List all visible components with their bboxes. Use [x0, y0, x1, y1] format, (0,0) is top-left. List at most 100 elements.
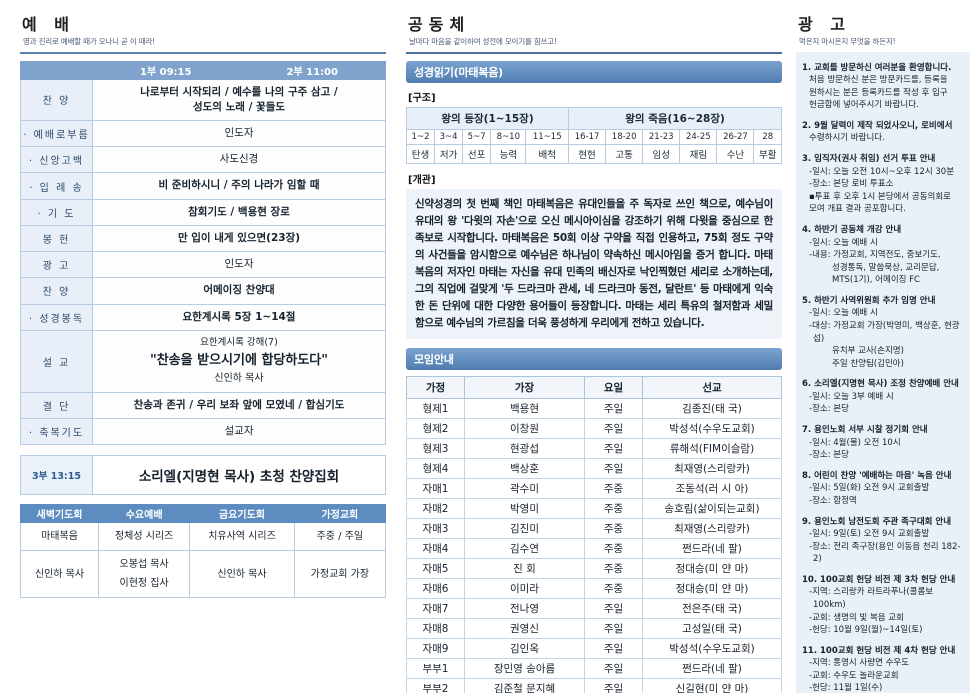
- meeting-cell: 곽수미: [464, 477, 585, 499]
- worship-item-value: 비 준비하시니 / 주의 나라가 임할 때: [92, 172, 386, 200]
- structure-range-cell: 1~2: [405, 128, 436, 145]
- notice-item: 7. 용인노회 서부 시찰 정기회 안내 -일시: 4월(물) 오전 10시 -장소…: [802, 424, 962, 462]
- weekly-header-cell: 수요예배: [97, 504, 191, 524]
- notice-line-indented: 주일 찬양팀(김민아): [832, 358, 904, 369]
- structure-label: [구조]: [408, 92, 436, 104]
- notice-item: 1. 교회를 방문하신 여러분을 환영합니다. 처음 방문하신 분은 방문카드를,…: [802, 62, 962, 112]
- meeting-cell: 주중: [584, 537, 643, 559]
- notice-line: -일시: 오늘 예배 시: [809, 308, 878, 319]
- worship-header-cell: 2부 11:00: [238, 60, 386, 80]
- notice-line-indented: 성경통독, 말씀묵상, 교리문답,: [832, 262, 940, 273]
- meeting-cell: 박영미: [464, 497, 585, 519]
- meeting-header-cell: 가장: [464, 375, 585, 399]
- table-row: 자매8 권영신 주일 고성일(태 국): [406, 617, 782, 639]
- structure-range-cell: 3~4: [434, 128, 464, 145]
- structure-range-cell: 18-20: [605, 128, 644, 145]
- table-row: · 기 도 참회기도 / 백용현 장로: [20, 198, 386, 226]
- meeting-cell: 주일: [584, 437, 643, 459]
- notice-line: -장소: 본당: [809, 450, 849, 461]
- meeting-header-cell: 가정: [406, 375, 465, 399]
- meeting-cell: 부부1: [406, 657, 465, 679]
- weekly-header-row: 새벽기도회 수요예배 금요기도회 가정교회: [20, 504, 387, 524]
- worship-item-label: · 입 례 송: [20, 172, 93, 200]
- meeting-guide-table: 가정 가장 요일 선교 형제1 백용현 주일 김종진(태 국) 형제2 이창원 주일 박성석(수우도…: [406, 375, 782, 693]
- meeting-cell: 자매7: [406, 597, 465, 619]
- worship-item-label: · 기 도: [20, 198, 93, 226]
- notice-line: -교회: 생명의 빛 복음 교회: [809, 612, 904, 623]
- meeting-cell: 주중: [584, 477, 643, 499]
- notice-item: 5. 하반기 사역위원회 추가 임명 안내 -일시: 오늘 예배 시 -대상: 가정…: [802, 295, 962, 370]
- worship-item-value: 어메이징 찬양대: [92, 277, 386, 305]
- notice-line: -일시: 5일(화) 오전 9시 교회출발: [809, 483, 930, 494]
- notice-title: 4. 하반기 공동체 개강 안내: [802, 224, 902, 235]
- worship-order-table: 1부 09:15 2부 11:00 찬 양 나로부터 시작되리 / 예수를 나의 구주…: [20, 60, 386, 446]
- table-row: 자매7 전나영 주일 전은주(태 국): [406, 597, 782, 619]
- weekly-cell: 신인하 목사: [20, 550, 99, 599]
- meeting-cell: 장민영 송아름: [464, 657, 585, 679]
- worship-column: 예 배 영과 진리로 예배할 때가 오나니 곧 이 때라! 1부 09:15 2부…: [0, 0, 398, 693]
- worship-item-label: 설 교: [20, 329, 93, 393]
- notice-line: ▪투표 후 오후 1시 본당에서 공동의회로: [809, 191, 951, 202]
- meeting-cell: 신길현(미 얀 마): [642, 677, 782, 693]
- meeting-cell: 주일: [584, 457, 643, 479]
- meeting-cell: 김인옥: [464, 637, 585, 659]
- notice-title: 7. 용인노회 서부 시찰 정기회 안내: [802, 425, 928, 436]
- notice-line: 헌금함에 넣어주시기 바랍니다.: [809, 100, 919, 111]
- notice-line-indented: 유치부 교사(손지명): [832, 346, 904, 357]
- table-row: · 축복기도 설교자: [20, 418, 386, 446]
- meeting-cell: 백용현: [464, 397, 585, 419]
- worship-item-value: 사도신경: [92, 146, 386, 174]
- notice-line: -교회: 수우도 놀라운교회: [809, 670, 899, 681]
- worship-section-header: 예 배 영과 진리로 예배할 때가 오나니 곧 이 때라!: [20, 16, 386, 47]
- structure-group-cell: 왕의 등장(1~15장): [405, 106, 570, 130]
- structure-name-cell: 고통: [605, 143, 644, 164]
- meeting-cell: 자매5: [406, 557, 465, 579]
- table-row: 자매2 박영미 주중 송호림(삶이되는교회): [406, 497, 782, 519]
- page-title-notices: 광 고: [798, 15, 852, 34]
- worship-item-value: 만 입이 내게 있으면(23장): [92, 224, 386, 253]
- page-title-community: 공동체: [408, 15, 471, 34]
- notice-title: 6. 소리엘(지명현 목사) 조정 찬양예배 안내: [802, 379, 959, 390]
- meeting-cell: 이창원: [464, 417, 585, 439]
- worship-item-value: 인도자: [92, 251, 386, 279]
- notice-line: -내용: 가정교회, 지역전도, 중보기도,: [809, 250, 941, 261]
- structure-range-cell: 5~7: [462, 128, 492, 145]
- table-row: 자매4 김수연 주중 쩐드라(네 팔): [406, 537, 782, 559]
- sermon-series: 요한계시록 강해(7): [200, 336, 278, 348]
- meeting-cell: 주중: [584, 557, 643, 579]
- structure-range-cell: 24-25: [679, 128, 718, 145]
- table-row: 부부1 장민영 송아름 주일 쩐드라(네 팔): [406, 657, 782, 679]
- notice-line: 수령하시기 바랍니다.: [809, 133, 885, 144]
- worship-item-label: 봉 헌: [20, 224, 93, 253]
- table-row: 형제4 백상훈 주일 최재영(스리랑카): [406, 457, 782, 479]
- meeting-cell: 조동석(러 시 아): [642, 477, 782, 499]
- structure-name-cell: 저가: [434, 143, 464, 164]
- weekly-cell: 치유사역 시리즈: [189, 522, 295, 552]
- table-row: 마태복음 정체성 시리즈 치유사역 시리즈 주중 / 주일: [20, 522, 387, 552]
- meeting-cell: 고성일(태 국): [642, 617, 782, 639]
- page-title-worship: 예 배: [22, 15, 76, 34]
- structure-name-cell: 능력: [490, 143, 527, 164]
- meeting-cell: 자매2: [406, 497, 465, 519]
- worship-subtitle: 영과 진리로 예배할 때가 오나니 곧 이 때라!: [23, 36, 155, 46]
- meeting-cell: 주일: [584, 657, 643, 679]
- worship-item-label: · 축복기도: [20, 418, 93, 446]
- table-row: · 성경봉독 요한계시록 5장 1~14절: [20, 303, 386, 331]
- table-row: 3부 13:15 소리엘(지명현 목사) 초청 찬양집회: [20, 455, 386, 496]
- meeting-cell: 진 회: [464, 557, 585, 579]
- structure-range-cell: 16-17: [568, 128, 607, 145]
- worship-item-label: · 신앙고백: [20, 146, 93, 174]
- meeting-cell: 전은주(태 국): [642, 597, 782, 619]
- meeting-cell: 주일: [584, 597, 643, 619]
- worship-item-value: 참회기도 / 백용현 장로: [92, 198, 386, 226]
- worship-item-label: 광 고: [20, 251, 93, 279]
- structure-range-cell: 28: [753, 128, 782, 145]
- table-row: 자매1 곽수미 주중 조동석(러 시 아): [406, 477, 782, 499]
- structure-range-row: 1~2 3~4 5~7 8~10 11~15 16-17 18-20 21-23 24-25 26…: [405, 128, 782, 145]
- meeting-cell: 류해석(FIM이슬람): [642, 437, 782, 459]
- notice-line: -일시: 오늘 예배 시: [809, 237, 878, 248]
- community-divider: [406, 51, 782, 54]
- structure-group-row: 왕의 등장(1~15장) 왕의 죽음(16~28장): [405, 106, 782, 130]
- weekly-cell: 신인하 목사: [189, 550, 295, 599]
